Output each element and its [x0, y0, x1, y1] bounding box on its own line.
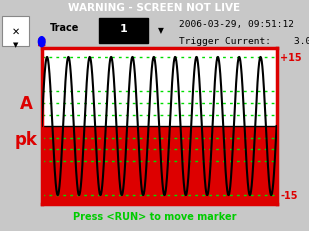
Text: pk: pk [15, 130, 37, 148]
Text: ▼: ▼ [13, 42, 18, 48]
Text: -15: -15 [280, 190, 298, 200]
Text: WARNING - SCREEN NOT LIVE: WARNING - SCREEN NOT LIVE [68, 3, 241, 12]
Bar [42, 39, 277, 127]
Text: ▼: ▼ [158, 26, 164, 35]
Text: 1: 1 [120, 24, 128, 34]
Text: Trigger Current:    3.0 A: Trigger Current: 3.0 A [179, 37, 309, 46]
Text: A: A [19, 94, 32, 112]
Text: Press <RUN> to move marker: Press <RUN> to move marker [73, 211, 236, 221]
Bar [2, 17, 29, 47]
Circle shape [38, 37, 45, 48]
Text: ✕: ✕ [11, 26, 19, 36]
Bar [99, 19, 148, 43]
Text: Trace: Trace [49, 23, 79, 33]
Text: +15: +15 [280, 53, 302, 63]
Text: 2006-03-29, 09:51:12: 2006-03-29, 09:51:12 [179, 20, 294, 29]
Bar [42, 127, 277, 214]
